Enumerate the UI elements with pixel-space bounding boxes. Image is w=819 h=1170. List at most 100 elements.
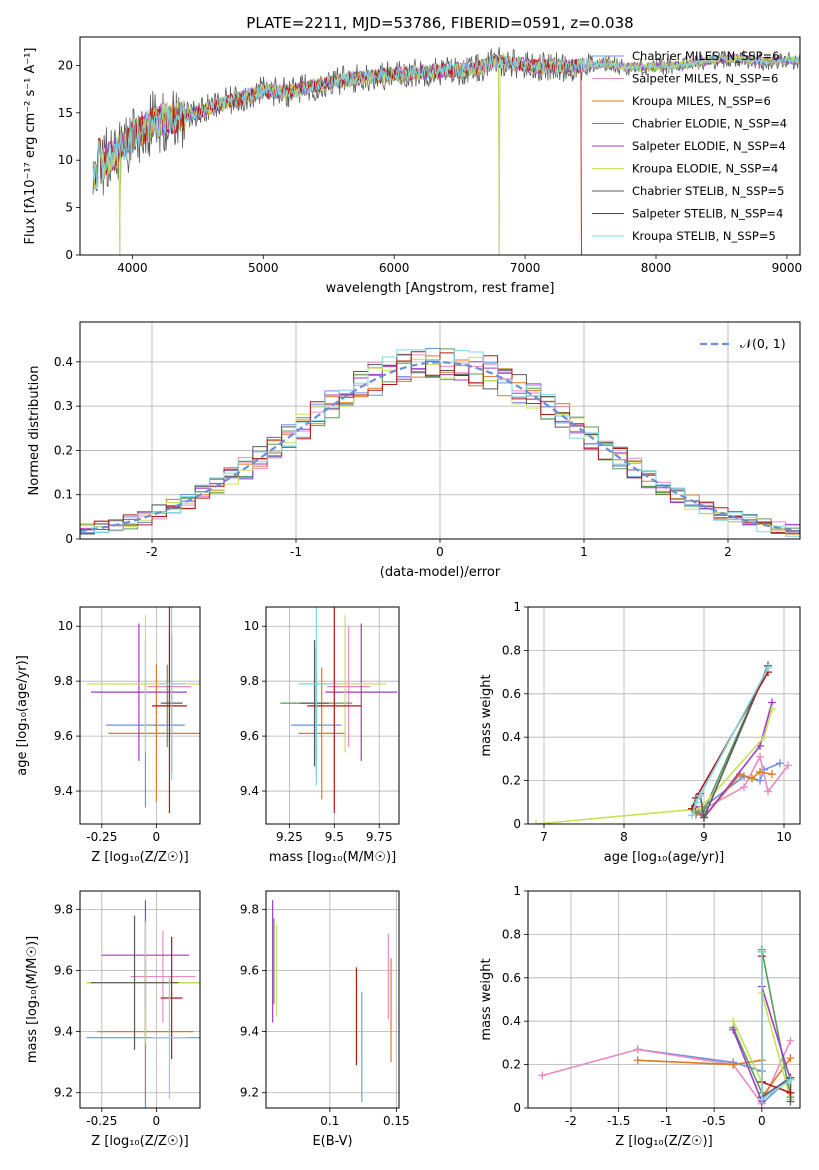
y-tick-label: 10 <box>244 619 259 633</box>
data-point <box>152 607 187 814</box>
y-tick-label: 9.6 <box>54 963 73 977</box>
x-tick-label: -2 <box>146 545 158 559</box>
weight-marker <box>786 1036 795 1045</box>
data-point <box>298 607 335 786</box>
x-tick-label: 9000 <box>772 261 803 275</box>
y-tick-label: 1 <box>513 600 521 614</box>
panel-5: 7 8 9 10 0 0.2 0.4 0.6 0.8 1 age [log₁₀(age/yr)] ma… <box>479 600 801 865</box>
weight-marker <box>756 767 764 776</box>
legend-entry: Kroupa MILES, N_SSP=6 <box>632 94 771 108</box>
x-tick-label: 8 <box>620 830 628 844</box>
y-axis-label: mass [log₁₀(M/M☉)] <box>25 936 40 1063</box>
y-tick-label: 0.2 <box>502 1058 521 1072</box>
plot-area <box>86 607 200 814</box>
y-axis-label: age [log₁₀(age/yr)] <box>15 655 30 776</box>
y-axis-label: Flux [fλ10⁻¹⁷ erg cm⁻² s⁻¹ A⁻¹] <box>23 48 38 245</box>
y-tick-label: 0 <box>65 532 73 546</box>
x-tick-label: 9.75 <box>366 830 393 844</box>
weight-marker <box>633 1056 642 1065</box>
x-tick-label: 4000 <box>117 261 148 275</box>
x-axis-label: Z [log₁₀(Z/Z☉)] <box>91 850 188 865</box>
y-tick-label: 9.2 <box>54 1086 73 1100</box>
axes-frame <box>79 890 201 1109</box>
weight-marker <box>756 752 764 761</box>
data-point <box>90 915 179 1050</box>
histogram-step <box>80 349 800 537</box>
x-tick-label: 2 <box>724 545 732 559</box>
legend-entry: Chabrier ELODIE, N_SSP=4 <box>632 117 787 131</box>
weight-marker <box>768 770 776 779</box>
weight-marker <box>532 820 540 824</box>
y-tick-label: 0 <box>513 1101 521 1115</box>
data-point <box>325 623 398 761</box>
gaussian-curve <box>80 361 800 533</box>
plot-area <box>538 945 795 1108</box>
x-axis-label: (data-model)/error <box>380 565 501 580</box>
weight-marker <box>784 761 792 770</box>
y-tick-label: 9.4 <box>54 1025 73 1039</box>
weight-marker <box>688 811 696 820</box>
data-point <box>130 930 196 1023</box>
weight-marker <box>729 1017 738 1026</box>
data-point <box>327 626 371 748</box>
spectrum-line <box>92 55 800 190</box>
plot-area <box>280 607 398 814</box>
legend-entry: 𝒩(0, 1) <box>740 336 786 351</box>
data-point <box>108 664 200 803</box>
y-tick-label: 0 <box>513 817 521 831</box>
legend: Chabrier MILES, N_SSP=6 Salpeter MILES, N… <box>592 49 787 243</box>
x-tick-label: -0.5 <box>702 1114 725 1128</box>
weight-marker <box>700 813 708 822</box>
data-point <box>152 976 187 1099</box>
y-tick-label: 0.8 <box>502 927 521 941</box>
weight-marker <box>748 774 756 783</box>
y-tick-label: 0.4 <box>502 730 521 744</box>
y-tick-label: 0 <box>65 248 73 262</box>
y-tick-label: 9.4 <box>240 784 259 798</box>
x-tick-label: 7000 <box>510 261 541 275</box>
legend-entry: Kroupa ELODIE, N_SSP=4 <box>632 162 778 176</box>
weight-marker <box>729 1060 738 1069</box>
weight-marker <box>786 1054 795 1063</box>
weight-marker <box>764 787 772 796</box>
figure-title: PLATE=2211, MJD=53786, FIBERID=0591, z=0… <box>246 14 633 32</box>
legend-entry: Salpeter MILES, N_SSP=6 <box>632 72 778 86</box>
x-axis-label: Z [log₁₀(Z/Z☉)] <box>91 1134 188 1149</box>
x-tick-label: 0 <box>153 830 161 844</box>
legend-entry: Chabrier MILES, N_SSP=6 <box>632 49 779 63</box>
axes-frame <box>527 606 801 825</box>
plot-area <box>80 348 800 537</box>
x-axis-label: mass [log₁₀(M/M☉)] <box>269 850 396 865</box>
y-tick-label: 0.4 <box>54 355 73 369</box>
axes-frame <box>79 36 801 256</box>
panel-7: 0.1 0.15 9.2 9.4 9.6 9.8 E(B-V) <box>240 890 410 1149</box>
x-tick-label: 0 <box>436 545 444 559</box>
x-tick-label: 10 <box>776 830 791 844</box>
weight-marker <box>786 1088 795 1097</box>
weight-marker <box>756 741 764 750</box>
panel-4: 9.25 9.5 9.75 9.4 9.6 9.8 10 mass [log₁₀(M/M☉)] <box>240 606 400 865</box>
panel-6: -0.25 0 9.2 9.4 9.6 9.8 Z [log₁₀(Z/Z☉)] mass [l… <box>25 890 201 1149</box>
data-point <box>300 639 329 767</box>
x-tick-label: 0.1 <box>320 1114 339 1128</box>
x-tick-label: -0.25 <box>86 830 117 844</box>
y-tick-label: 0.4 <box>502 1014 521 1028</box>
y-tick-label: 0.6 <box>502 687 521 701</box>
y-tick-label: 9.8 <box>240 902 259 916</box>
x-tick-label: 0 <box>758 1114 766 1128</box>
legend-entry: Chabrier STELIB, N_SSP=5 <box>632 184 784 198</box>
weight-marker <box>696 791 704 800</box>
y-tick-label: 9.8 <box>54 902 73 916</box>
x-tick-label: 9.25 <box>276 830 303 844</box>
axes-frame <box>79 606 201 825</box>
data-point <box>90 623 187 761</box>
spectrum-line <box>93 53 800 255</box>
histogram-step <box>80 351 800 534</box>
y-tick-label: 10 <box>58 153 73 167</box>
y-tick-label: 9.4 <box>240 1025 259 1039</box>
y-tick-label: 9.4 <box>54 784 73 798</box>
y-tick-label: 9.8 <box>54 674 73 688</box>
data-point <box>86 615 200 753</box>
panel-1: 4000 5000 6000 7000 8000 9000 0 5 10 15 20 waveleng… <box>23 36 803 296</box>
